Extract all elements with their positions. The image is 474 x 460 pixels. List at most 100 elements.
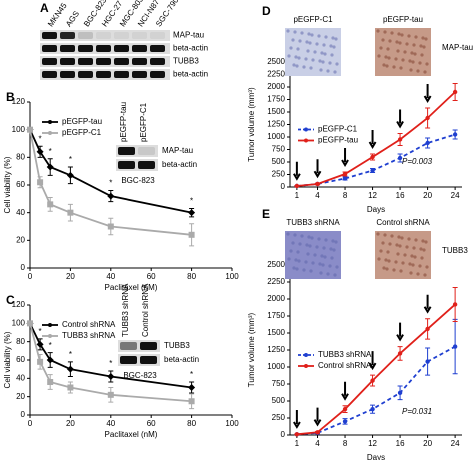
tissue-texture xyxy=(297,56,301,60)
tissue-texture xyxy=(324,238,328,242)
x-axis-label: Days xyxy=(367,205,385,214)
tissue-texture xyxy=(298,242,302,246)
marker xyxy=(315,181,320,187)
tissue-texture xyxy=(324,35,328,39)
injection-arrow xyxy=(293,409,301,429)
tissue-texture xyxy=(384,55,388,59)
tissue-texture xyxy=(334,240,338,244)
p-value: P=0.003 xyxy=(402,157,433,166)
inset-cell-line: BGC-823 xyxy=(121,176,155,185)
image-label: pEGFP-C1 xyxy=(293,15,333,24)
tissue-texture xyxy=(379,249,383,253)
y-tick-label: 20 xyxy=(16,235,25,244)
blot-band xyxy=(96,45,111,52)
tissue-texture xyxy=(322,43,326,47)
tissue-texture xyxy=(335,265,339,269)
x-tick-label: 0 xyxy=(28,272,33,281)
tissue-texture xyxy=(412,43,416,47)
y-tick-label: 80 xyxy=(16,337,25,346)
marker xyxy=(107,373,115,380)
tissue-texture xyxy=(401,261,405,265)
marker xyxy=(66,365,74,373)
y-tick-label: 100 xyxy=(12,125,26,134)
tissue-texture xyxy=(307,235,311,239)
tissue-texture xyxy=(396,49,400,53)
tissue-texture xyxy=(376,29,380,33)
y-tick-label: 1500 xyxy=(267,328,285,337)
y-tick-label: 250 xyxy=(272,413,286,422)
blot-band xyxy=(96,58,111,65)
image-label: TUBB3 shRNA xyxy=(286,218,340,227)
blot-band xyxy=(42,71,57,78)
marker xyxy=(47,201,54,208)
tissue-texture xyxy=(329,44,333,48)
y-axis-label: Cell viability (%) xyxy=(3,156,12,213)
tissue-texture xyxy=(409,68,413,72)
tissue-texture xyxy=(310,33,314,37)
tissue-texture xyxy=(377,54,381,58)
series-line xyxy=(29,323,192,403)
blot-band xyxy=(120,342,137,350)
tissue-texture xyxy=(394,57,398,61)
series-line xyxy=(29,322,192,389)
panel-letter: C xyxy=(6,293,15,307)
x-tick-label: 20 xyxy=(423,439,432,448)
marker xyxy=(46,163,54,171)
blot-band xyxy=(60,58,75,65)
tissue-texture xyxy=(294,258,298,262)
y-tick-label: 1250 xyxy=(267,120,285,129)
injection-arrow xyxy=(341,148,349,167)
significance-mark: * xyxy=(109,179,112,188)
tissue-texture xyxy=(400,236,404,240)
marker xyxy=(36,340,44,348)
inset-band-label: beta-actin xyxy=(162,160,197,169)
inset-lane-label: Control shRNA xyxy=(141,283,150,337)
blot-band xyxy=(114,58,129,65)
tissue-texture xyxy=(306,49,310,53)
tissue-texture xyxy=(403,253,407,257)
tissue-texture xyxy=(386,47,390,51)
tissue-texture xyxy=(307,32,311,36)
blot-band xyxy=(114,71,129,78)
blot-band xyxy=(114,45,129,52)
tissue-texture xyxy=(381,38,385,42)
blot-band xyxy=(60,32,75,39)
injection-arrow xyxy=(313,159,322,179)
x-tick-label: 16 xyxy=(396,439,405,448)
legend-label: Control shRNA xyxy=(62,320,116,329)
tissue-texture xyxy=(425,62,429,66)
injection-arrow xyxy=(396,109,404,129)
y-tick-label: 100 xyxy=(12,318,26,327)
x-tick-label: 80 xyxy=(187,272,196,281)
panel-letter: B xyxy=(6,90,15,104)
legend-marker xyxy=(304,353,308,357)
legend-label: TUBB3 shRNA xyxy=(318,350,372,359)
tissue-texture xyxy=(418,264,422,268)
blot-band xyxy=(150,32,165,39)
tissue-texture xyxy=(407,237,411,241)
y-tick-label: 500 xyxy=(272,157,286,166)
lane-label: AGS xyxy=(64,9,81,28)
tissue-texture xyxy=(395,40,399,44)
significance-mark: * xyxy=(39,327,42,336)
marker xyxy=(188,209,196,217)
tissue-texture xyxy=(304,57,308,61)
tissue-texture xyxy=(387,56,391,60)
tissue-texture xyxy=(410,254,414,258)
tissue-texture xyxy=(318,262,322,266)
tissue-texture xyxy=(420,53,424,57)
marker xyxy=(47,379,54,385)
marker xyxy=(107,391,114,398)
blot-band xyxy=(132,58,147,65)
tissue-texture xyxy=(306,252,310,256)
tissue-texture xyxy=(388,39,392,43)
blot-band xyxy=(118,147,135,155)
tissue-texture xyxy=(394,260,398,264)
legend-label: pEGFP-tau xyxy=(62,117,102,126)
tissue-texture xyxy=(422,248,426,252)
y-tick-label: 2000 xyxy=(267,82,285,91)
tissue-texture xyxy=(399,269,403,273)
x-tick-label: 60 xyxy=(147,419,156,428)
x-tick-label: 100 xyxy=(225,272,239,281)
blot-band xyxy=(78,58,93,65)
